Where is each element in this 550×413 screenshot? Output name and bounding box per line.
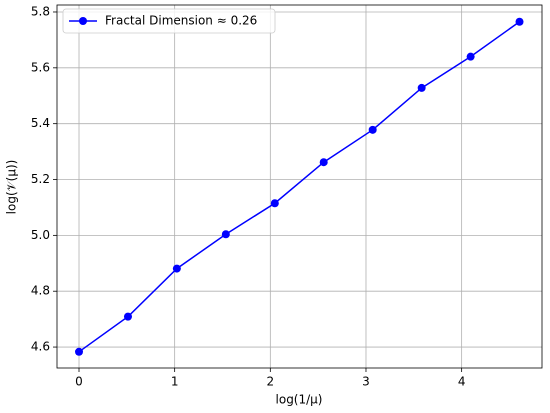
x-tick-label: 3 xyxy=(362,375,370,389)
x-tick-label: 1 xyxy=(171,375,179,389)
legend-marker xyxy=(79,17,87,25)
y-axis-label: log(𝒱(μ)) xyxy=(5,160,19,215)
point xyxy=(368,125,377,134)
point xyxy=(75,347,84,356)
point xyxy=(417,83,426,92)
y-tick-label: 5.0 xyxy=(31,228,50,242)
point xyxy=(172,264,181,273)
x-tick-label: 0 xyxy=(75,375,83,389)
plot-frame xyxy=(56,4,543,369)
y-tick-label: 5.4 xyxy=(31,116,50,130)
point xyxy=(515,17,524,26)
y-tick-label: 4.6 xyxy=(31,340,50,354)
x-tick-label: 2 xyxy=(267,375,275,389)
legend-label: Fractal Dimension ≈ 0.26 xyxy=(105,14,257,28)
point xyxy=(466,52,475,61)
line xyxy=(78,21,520,353)
point xyxy=(123,312,132,321)
point xyxy=(319,158,328,167)
y-tick-label: 5.8 xyxy=(31,4,50,18)
x-tick-label: 4 xyxy=(458,375,466,389)
legend-box xyxy=(62,8,276,34)
y-tick-label: 5.6 xyxy=(31,60,50,74)
y-tick-label: 4.8 xyxy=(31,284,50,298)
point xyxy=(221,230,230,239)
y-tick-label: 5.2 xyxy=(31,172,50,186)
x-axis-label: log(1/μ) xyxy=(276,393,323,407)
point xyxy=(270,199,279,208)
